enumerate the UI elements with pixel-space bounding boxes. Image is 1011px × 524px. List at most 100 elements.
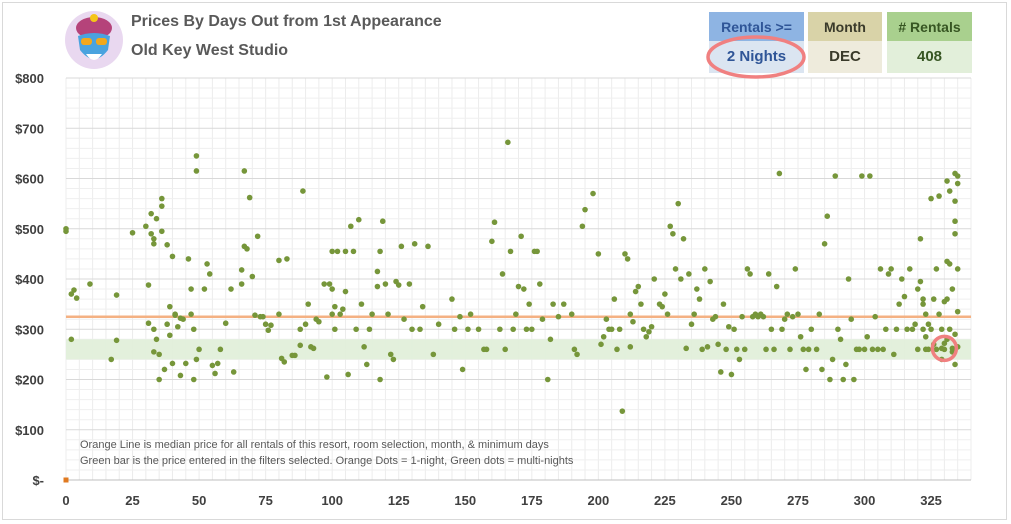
multi-night-point <box>603 316 610 323</box>
month-filter-label: Month <box>808 12 882 42</box>
multi-night-point <box>467 311 474 317</box>
one-night-point <box>63 477 69 483</box>
multi-night-point <box>276 257 282 264</box>
multi-night-point <box>920 326 926 333</box>
multi-night-point <box>206 271 213 277</box>
multi-night-point <box>185 256 192 262</box>
multi-night-point <box>513 311 519 317</box>
multi-night-point <box>952 198 958 204</box>
multi-night-point <box>167 332 173 339</box>
multi-night-point <box>297 326 304 333</box>
multi-night-point <box>167 303 173 310</box>
multi-night-point <box>728 371 735 378</box>
multi-night-point <box>717 369 724 375</box>
multi-night-point <box>805 346 812 353</box>
month-filter-value[interactable]: DEC <box>808 41 882 73</box>
multi-night-point <box>560 301 567 307</box>
multi-night-point <box>691 311 697 317</box>
multi-night-point <box>337 311 343 317</box>
x-tick-label: 250 <box>721 493 743 508</box>
multi-night-point <box>747 271 753 277</box>
multi-night-point <box>523 326 530 333</box>
multi-night-point <box>725 323 732 330</box>
multi-night-point <box>324 374 330 380</box>
multi-night-point <box>361 344 367 350</box>
multi-night-point <box>254 233 261 240</box>
multi-night-point <box>350 248 357 255</box>
multi-night-point <box>789 313 796 320</box>
multi-night-point <box>741 346 748 353</box>
multi-night-point <box>869 346 876 353</box>
multi-night-point <box>164 321 170 328</box>
multi-night-point <box>252 312 258 318</box>
multi-night-point <box>169 360 176 367</box>
multi-night-point <box>398 243 405 250</box>
multi-night-point <box>209 362 216 369</box>
data-points <box>63 139 961 483</box>
multi-night-point <box>938 326 945 333</box>
multi-night-point <box>616 326 623 333</box>
multi-night-point <box>914 286 921 292</box>
multi-night-point <box>582 206 588 213</box>
multi-night-point <box>851 376 857 383</box>
multi-night-point <box>680 236 687 242</box>
multi-night-point <box>608 326 615 333</box>
multi-night-point <box>151 241 157 247</box>
multi-night-point <box>694 286 700 292</box>
multi-night-point <box>893 326 900 333</box>
multi-night-point <box>920 301 926 307</box>
multi-night-point <box>909 326 916 333</box>
multi-night-point <box>643 333 650 340</box>
multi-night-point <box>928 195 934 202</box>
multi-night-point <box>276 311 282 317</box>
multi-night-point <box>672 266 679 272</box>
multi-night-point <box>355 216 362 223</box>
multi-night-point <box>696 296 703 302</box>
multi-night-point <box>329 286 335 292</box>
x-tick-label: 150 <box>454 493 476 508</box>
multi-night-point <box>944 178 950 184</box>
multi-night-point <box>845 276 852 282</box>
multi-night-point <box>803 366 809 373</box>
multi-night-point <box>148 210 154 217</box>
multi-night-point <box>600 333 607 340</box>
multi-night-point <box>161 366 168 373</box>
multi-night-point <box>611 296 618 302</box>
y-tick-label: $800 <box>15 71 44 86</box>
multi-night-point <box>340 306 346 312</box>
multi-night-point <box>906 266 913 272</box>
multi-night-point <box>547 336 554 343</box>
multi-night-point <box>196 346 202 353</box>
multi-night-point <box>765 271 772 277</box>
multi-night-point <box>941 340 948 347</box>
multi-night-point <box>568 311 575 317</box>
multi-night-point <box>733 346 740 353</box>
multi-night-point <box>699 346 705 353</box>
multi-night-point <box>164 242 170 248</box>
multi-night-point <box>912 321 918 328</box>
multi-night-point <box>145 320 152 327</box>
grid <box>65 77 972 481</box>
multi-night-point <box>188 286 194 292</box>
multi-night-point <box>387 351 394 358</box>
chart-title: Prices By Days Out from 1st Appearance <box>131 13 442 30</box>
multi-night-point <box>925 346 932 353</box>
multi-night-point <box>898 276 905 282</box>
multi-night-point <box>238 267 245 273</box>
multi-night-point <box>499 271 506 277</box>
multi-night-point <box>877 266 884 272</box>
multi-night-point <box>678 276 684 282</box>
multi-night-point <box>518 233 524 240</box>
multi-night-point <box>864 333 870 340</box>
multi-night-point <box>342 288 349 295</box>
multi-night-point <box>377 376 383 383</box>
multi-night-point <box>190 376 197 383</box>
multi-night-point <box>483 346 490 353</box>
x-tick-label: 175 <box>521 493 543 508</box>
x-tick-label: 225 <box>654 493 676 508</box>
multi-night-point <box>302 321 309 328</box>
multi-night-point <box>731 326 737 333</box>
multi-night-point <box>662 291 668 297</box>
multi-night-point <box>475 326 482 333</box>
